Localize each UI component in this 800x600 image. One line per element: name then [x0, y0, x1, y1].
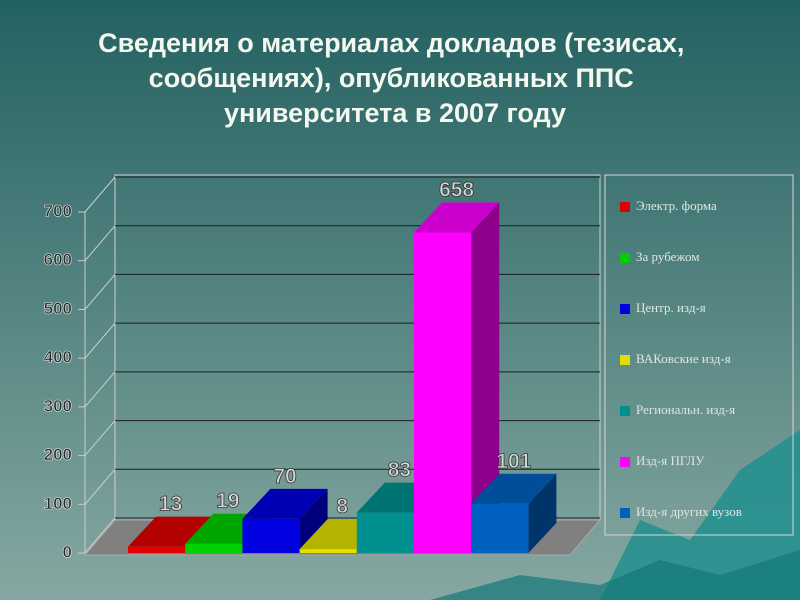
grid-line	[84, 517, 116, 554]
bar	[242, 518, 300, 553]
bar-side	[528, 473, 557, 553]
y-tick-label: 300	[44, 396, 72, 415]
grid-line	[84, 274, 116, 310]
grid-line	[84, 322, 116, 359]
legend-swatch	[620, 304, 630, 314]
bar	[128, 546, 186, 553]
legend-label: Изд-я других вузов	[636, 504, 742, 519]
legend-swatch	[620, 202, 630, 212]
decor	[600, 430, 800, 600]
legend-label: Электр. форма	[636, 198, 717, 213]
y-tick-label: 600	[44, 250, 72, 269]
legend-label: Изд-я ПГЛУ	[636, 453, 705, 468]
y-tick-label: 500	[44, 299, 72, 318]
grid-line	[84, 371, 116, 408]
legend-label: За рубежом	[636, 249, 700, 264]
grid-line	[84, 225, 116, 262]
legend-swatch	[620, 508, 630, 518]
data-label: 83	[388, 459, 411, 482]
bar-side	[299, 488, 328, 553]
data-label: 19	[216, 490, 239, 513]
bar	[299, 549, 357, 553]
data-label: 658	[439, 178, 474, 201]
chart-title: Сведения о материалах докладов (тезисах,…	[98, 28, 692, 128]
legend-swatch	[620, 406, 630, 416]
bar	[356, 512, 414, 553]
data-label: 70	[273, 465, 296, 488]
data-label: 101	[496, 450, 531, 473]
y-tick-label: 700	[44, 201, 72, 220]
bar-top	[471, 473, 557, 504]
decor	[430, 550, 800, 600]
legend-swatch	[620, 457, 630, 467]
legend-box	[604, 174, 794, 536]
grid-line	[84, 420, 116, 456]
bar-side	[471, 202, 500, 553]
legend-swatch	[620, 355, 630, 365]
bar-top	[414, 202, 500, 233]
y-tick-label: 200	[44, 445, 72, 464]
legend-label: ВАКовские изд-я	[636, 351, 731, 366]
legend-swatch	[620, 253, 630, 263]
y-tick-label: 0	[63, 542, 72, 561]
grid-line	[84, 176, 116, 213]
data-label: 8	[336, 495, 348, 518]
y-tick-label: 100	[44, 494, 72, 513]
data-label: 13	[159, 493, 182, 516]
bar	[185, 543, 243, 553]
bar	[414, 232, 472, 553]
grid-line	[84, 468, 116, 505]
y-tick-label: 400	[44, 348, 72, 367]
legend-label: Центр. изд-я	[636, 300, 706, 315]
bar-top	[242, 488, 328, 519]
bar	[471, 503, 529, 553]
legend-label: Региональн. изд-я	[636, 402, 735, 417]
